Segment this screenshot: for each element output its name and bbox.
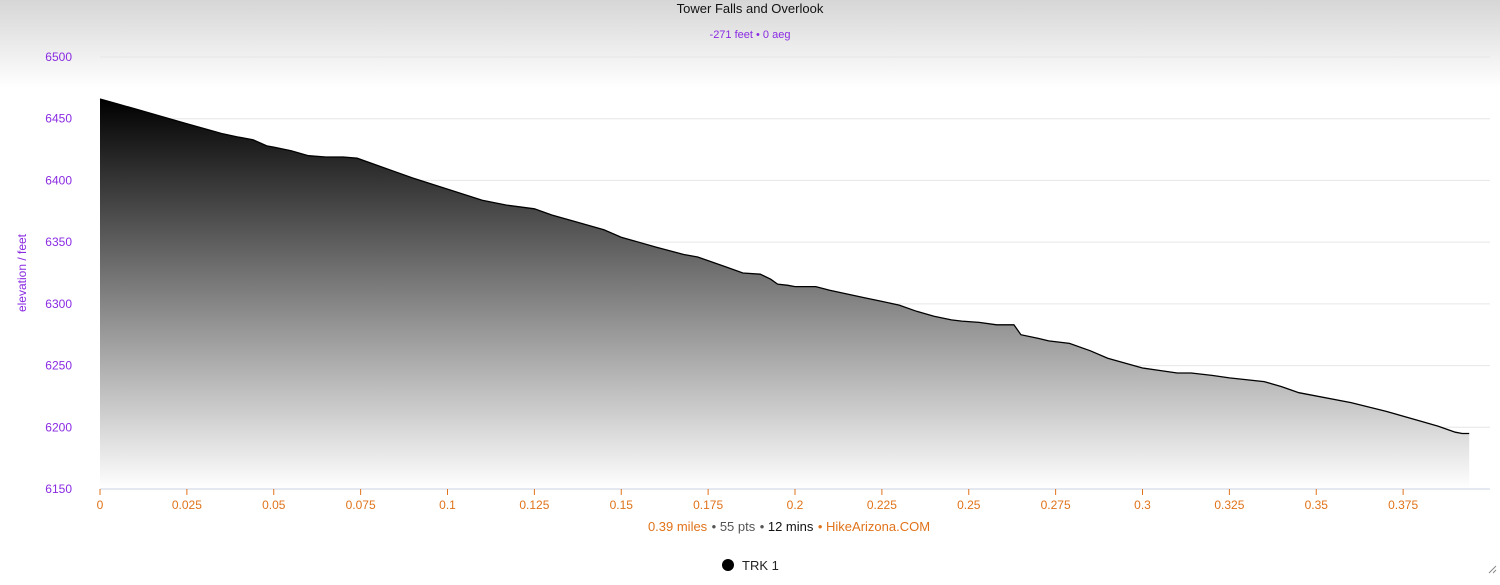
y-tick-label: 6400 [45, 173, 72, 187]
x-tick-label: 0.325 [1214, 498, 1244, 512]
x-tick-label: 0.35 [1305, 498, 1329, 512]
footer-source: HikeArizona.COM [826, 519, 930, 534]
series-line-trk-1 [99, 98, 1470, 435]
x-tick-label: 0.25 [957, 498, 981, 512]
x-tick-label: 0.375 [1388, 498, 1418, 512]
y-tick-label: 6350 [45, 235, 72, 249]
x-tick-label: 0.275 [1041, 498, 1071, 512]
x-tick-label: 0.2 [787, 498, 804, 512]
x-tick-label: 0.225 [867, 498, 897, 512]
footer-separator: • [818, 519, 826, 534]
legend-marker-icon [722, 559, 734, 571]
x-tick-labels: 0 0.025 0.05 0.075 0.1 0.125 0.15 0.175 0.2 0.225… [97, 498, 1419, 512]
x-tick-label: 0.15 [610, 498, 634, 512]
footer-distance: 0.39 miles [648, 519, 708, 534]
y-tick-label: 6300 [45, 297, 72, 311]
y-axis-label: elevation / feet [15, 233, 29, 312]
y-tick-label: 6200 [45, 420, 72, 434]
resize-handle-icon[interactable] [1488, 565, 1497, 574]
footer-separator: • [760, 519, 768, 534]
y-tick-label: 6450 [45, 112, 72, 126]
y-tick-label: 6150 [45, 482, 72, 496]
x-tick-label: 0.075 [346, 498, 376, 512]
y-tick-label: 6250 [45, 359, 72, 373]
y-tick-labels: 6150 6200 6250 6300 6350 6400 6450 6500 [45, 50, 72, 496]
x-tick-label: 0.3 [1134, 498, 1151, 512]
footer-duration: 12 mins [768, 519, 814, 534]
chart-title: Tower Falls and Overlook [677, 1, 824, 16]
x-tick-label: 0.025 [172, 498, 202, 512]
elevation-area [99, 98, 1470, 489]
y-tick-label: 6500 [45, 50, 72, 64]
x-tick-label: 0.1 [439, 498, 456, 512]
footer-points: 55 pts [720, 519, 756, 534]
area-fill [100, 99, 1470, 489]
legend-item-trk-1[interactable]: TRK 1 [722, 558, 779, 573]
x-tick-label: 0.125 [519, 498, 549, 512]
axes [99, 488, 1490, 495]
legend-label: TRK 1 [742, 558, 779, 573]
x-tick-label: 0 [97, 498, 104, 512]
chart-footer: 0.39 miles • 55 pts • 12 mins • HikeAriz… [648, 518, 930, 535]
chart-subtitle: -271 feet • 0 aeg [710, 29, 791, 41]
footer-separator: • [712, 519, 720, 534]
x-tick-label: 0.175 [693, 498, 723, 512]
x-tick-label: 0.05 [262, 498, 286, 512]
